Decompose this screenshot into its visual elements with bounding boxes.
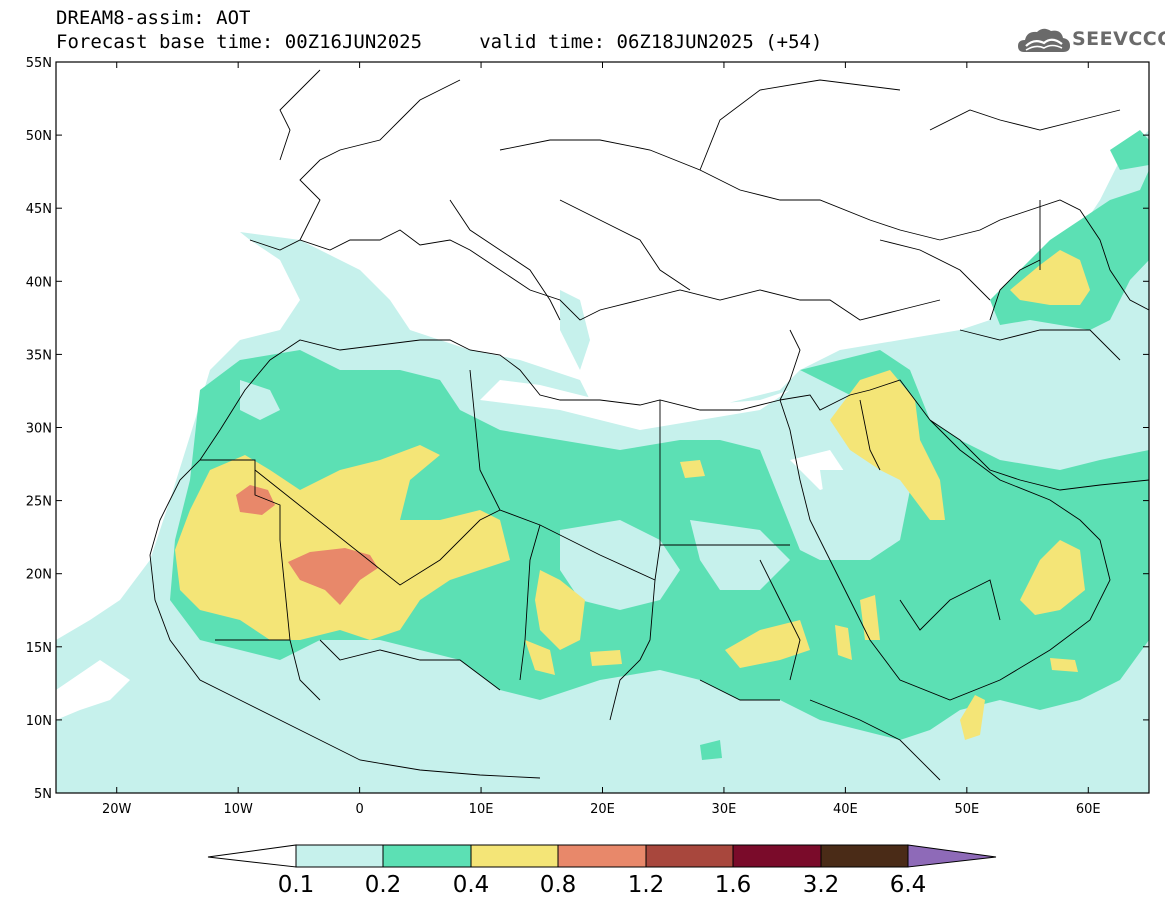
colorbar-segment-0-8 [557, 844, 647, 868]
lat-tick-label: 15N [26, 641, 52, 656]
map-title: DREAM8-assim: AOT [56, 7, 251, 29]
forecast-time-line: Forecast base time: 00Z16JUN2025 valid t… [56, 31, 823, 53]
colorbar-label-0-2: 0.2 [365, 872, 402, 898]
lat-tick-label: 45N [26, 202, 52, 217]
lat-tick-label: 35N [26, 348, 52, 363]
colorbar-segment-0-1 [295, 844, 384, 868]
colorbar-segment-1-6 [732, 844, 822, 868]
lon-tick-label: 10E [469, 802, 494, 817]
colorbar-label-1-6: 1.6 [715, 872, 752, 898]
country-borders [149, 69, 1149, 781]
longitude-axis: 20W 10W 0 10E 20E 30E 40E 50E 60E [102, 62, 1101, 817]
lat-tick-label: 25N [26, 495, 52, 510]
lon-tick-label: 10W [223, 802, 253, 817]
lon-tick-label: 30E [712, 802, 737, 817]
aot-band-0-8 [236, 485, 378, 605]
aot-field [56, 130, 1149, 793]
colorbar-label-3-2: 3.2 [803, 872, 840, 898]
lat-tick-label: 20N [26, 568, 52, 583]
lon-tick-label: 40E [833, 802, 858, 817]
colorbar-label-0-8: 0.8 [540, 872, 577, 898]
colorbar-segment-1-2 [645, 844, 734, 868]
lon-tick-label: 20W [102, 802, 132, 817]
cloud-icon [1018, 28, 1070, 52]
colorbar-lower-arrow [207, 844, 297, 868]
colorbar-label-1-2: 1.2 [628, 872, 665, 898]
colorbar-segment-3-2 [820, 844, 909, 868]
colorbar-label-0-4: 0.4 [453, 872, 490, 898]
latitude-axis: 55N 50N 45N 40N 35N 30N 25N 20N 15N 10N 5N [26, 56, 1149, 802]
colorbar-segment-0-4 [470, 844, 559, 868]
colorbar-segment-0-2 [382, 844, 472, 868]
lat-tick-label: 30N [26, 422, 52, 437]
lon-tick-label: 0 [355, 802, 363, 817]
lat-tick-label: 5N [34, 787, 52, 802]
seevccc-logo: SEEVCCC [1018, 26, 1165, 56]
lat-tick-label: 50N [26, 129, 52, 144]
colorbar: 0.1 0.2 0.4 0.8 1.2 1.6 3.2 6.4 [207, 844, 997, 898]
colorbar-label-0-1: 0.1 [278, 872, 315, 898]
lat-tick-label: 10N [26, 714, 52, 729]
lon-tick-label: 60E [1076, 802, 1101, 817]
colorbar-label-6-4: 6.4 [890, 872, 927, 898]
logo-text: SEEVCCC [1072, 28, 1165, 50]
colorbar-upper-arrow [907, 844, 997, 868]
lon-tick-label: 50E [954, 802, 979, 817]
lat-tick-label: 40N [26, 275, 52, 290]
lon-tick-label: 20E [590, 802, 615, 817]
lat-tick-label: 55N [26, 56, 52, 71]
